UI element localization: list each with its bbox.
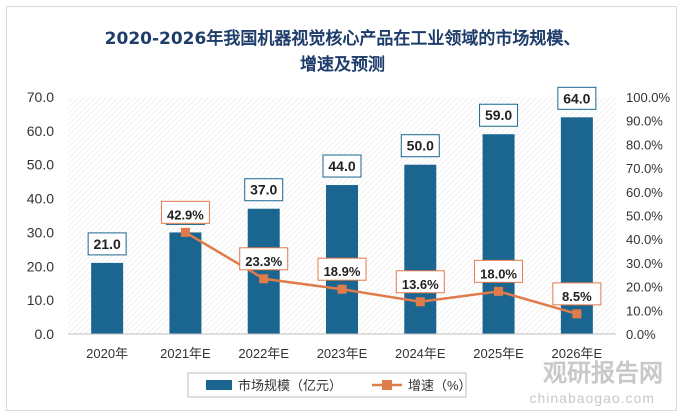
growth-marker [415,297,425,307]
x-tick-label: 2020年 [86,346,128,361]
y-right-tick-label: 30.0% [626,256,663,271]
bar-value-label-box [87,232,127,256]
bar-value-label-box [479,103,519,127]
y-right-tick-label: 70.0% [626,161,663,176]
y-right-tick-label: 10.0% [626,303,663,318]
bar-value-label-box [244,178,284,202]
growth-label: 13.6% [402,277,439,292]
y-right-tick-label: 40.0% [626,232,663,247]
x-tick-label: 2022年E [238,346,289,361]
y-left-tick-label: 70.0 [27,89,54,105]
legend-bar-label: 市场规模（亿元） [238,378,342,393]
bar [91,262,124,334]
growth-label: 23.3% [245,254,282,269]
y-right-tick-label: 100.0% [626,90,671,105]
y-left-tick-label: 10.0 [27,292,54,308]
legend-box [187,372,467,398]
x-tick-label: 2021年E [160,346,211,361]
y-right-tick-label: 60.0% [626,185,663,200]
y-right-tick-label: 90.0% [626,114,663,129]
bar-value-label: 21.0 [94,236,121,252]
y-right-tick-label: 20.0% [626,280,663,295]
growth-label: 42.9% [167,207,204,222]
chart-title-line-1: 2020-2026年我国机器视觉核心产品在工业领域的市场规模、 [104,29,581,49]
y-right-tick-label: 0.0% [626,327,656,342]
x-tick-label: 2023年E [317,346,368,361]
bar [404,164,437,334]
bar-value-label: 64.0 [563,90,590,106]
legend-line-marker [382,380,392,390]
growth-label: 8.5% [562,289,592,304]
bar-value-label-box [400,134,440,158]
growth-label-box [474,259,524,283]
bar-value-label-box [557,86,597,110]
growth-marker [259,274,269,284]
growth-label-box [395,270,445,294]
chart-title: 2020-2026年我国机器视觉核心产品在工业领域的市场规模、 增速及预测 [0,26,685,78]
growth-label-box [239,247,289,271]
growth-label-box [160,200,210,224]
bar-value-label: 37.0 [250,182,277,198]
y-left-tick-label: 50.0 [27,157,54,173]
y-right-tick-label: 50.0% [626,209,663,224]
bar [169,232,202,334]
growth-line [184,231,578,316]
y-right-tick-label: 80.0% [626,137,663,152]
y-left-tick-label: 30.0 [27,224,54,240]
growth-marker [180,227,190,237]
growth-label: 18.0% [480,266,517,281]
y-left-tick-label: 40.0 [27,191,54,207]
growth-marker [337,284,347,294]
growth-label-box [317,257,367,281]
watermark-logo: 观研报告网 [543,360,663,387]
growth-marker [572,309,582,319]
growth-label-box [552,282,602,306]
growth-marker [494,286,504,296]
x-tick-label: 2024年E [395,346,446,361]
x-tick-label: 2026年E [552,346,603,361]
legend-line-label: 增速（%） [408,378,472,393]
bar [482,134,515,334]
watermark-url: chinabaogao.com [529,390,655,406]
growth-label: 18.9% [324,264,361,279]
y-left-tick-label: 20.0 [27,258,54,274]
chart-title-line-2: 增速及预测 [300,55,385,75]
bar-value-label: 44.0 [328,158,355,174]
bar-value-label: 50.0 [407,138,434,154]
bar-value-label-box [322,154,362,178]
x-tick-label: 2025年E [473,346,524,361]
y-left-tick-label: 0.0 [35,326,55,342]
legend-bar-swatch [206,380,232,390]
y-left-tick-label: 60.0 [27,123,54,139]
bar-value-label: 59.0 [485,107,512,123]
